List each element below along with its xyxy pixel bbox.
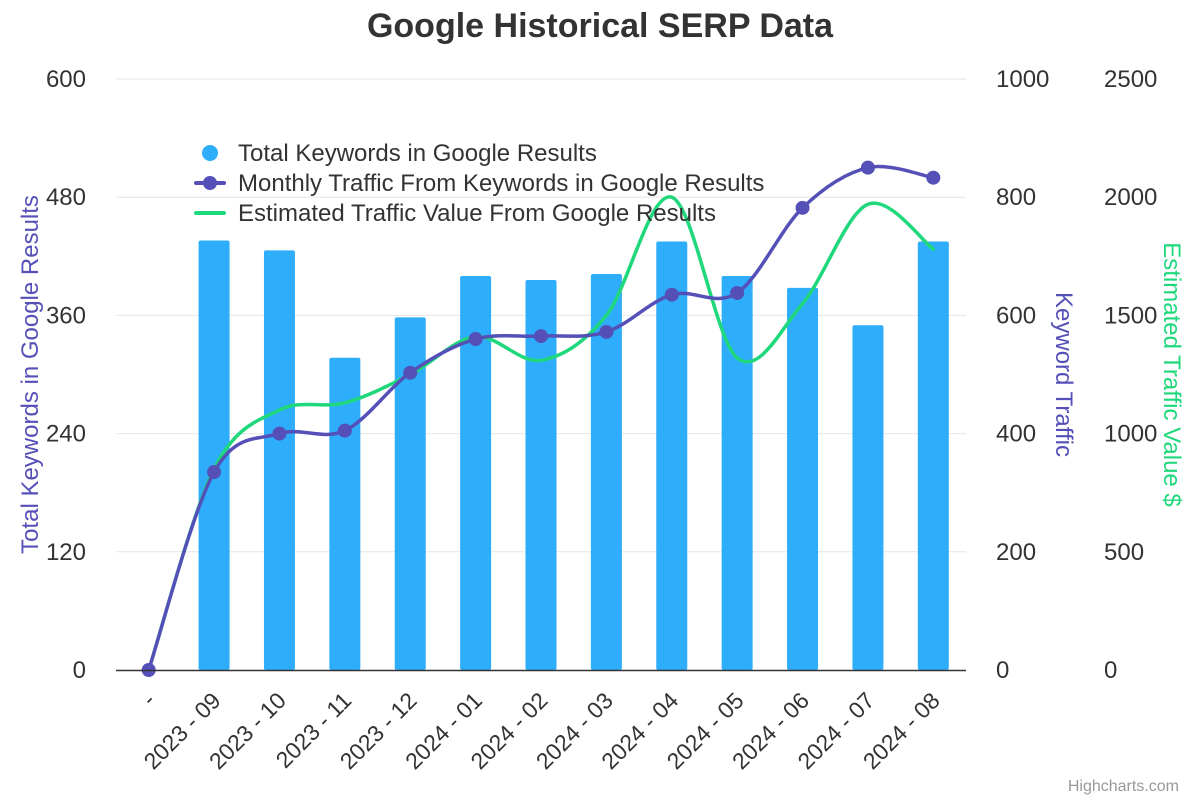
- y-axis-title-right1: Keyword Traffic: [1050, 292, 1077, 457]
- series-line[interactable]: [146, 195, 936, 672]
- y-tick-label-right1: 1000: [996, 66, 1049, 93]
- series-point[interactable]: [534, 329, 548, 344]
- y-tick-label-left: 120: [46, 539, 86, 566]
- bar[interactable]: [917, 241, 949, 670]
- series-point[interactable]: [272, 426, 287, 441]
- bar[interactable]: [263, 250, 295, 670]
- bar[interactable]: [525, 279, 557, 670]
- bar[interactable]: [852, 325, 884, 670]
- series-point[interactable]: [468, 332, 483, 347]
- chart-title: Google Historical SERP Data: [367, 7, 834, 45]
- series-point[interactable]: [795, 200, 810, 215]
- y-tick-label-right1: 400: [996, 421, 1036, 448]
- y-tick-label-right2: 500: [1104, 539, 1144, 566]
- y-tick-label-left: 360: [46, 302, 86, 329]
- legend-item-label[interactable]: Monthly Traffic From Keywords in Google …: [238, 170, 764, 197]
- y-tick-label-right2: 0: [1104, 657, 1117, 684]
- y-tick-label-left: 240: [46, 421, 86, 448]
- y-axis-title-left: Total Keywords in Google Results: [17, 195, 44, 554]
- y-tick-label-left: 600: [46, 66, 86, 93]
- bar[interactable]: [787, 287, 819, 670]
- y-tick-label-right1: 600: [996, 302, 1036, 329]
- x-tick-label: -: [136, 687, 160, 711]
- line-series: [141, 160, 941, 677]
- series-point[interactable]: [207, 465, 222, 480]
- y-tick-label-right1: 200: [996, 539, 1036, 566]
- bar[interactable]: [656, 241, 688, 670]
- legend-symbol-bar[interactable]: [202, 145, 218, 161]
- series-point[interactable]: [664, 287, 679, 302]
- y-tick-label-right2: 2500: [1104, 66, 1157, 93]
- series-point[interactable]: [730, 285, 745, 300]
- y-tick-label-right2: 2000: [1104, 184, 1157, 211]
- series-point[interactable]: [860, 160, 875, 175]
- bar[interactable]: [590, 274, 622, 670]
- bar[interactable]: [329, 357, 361, 670]
- credits-text[interactable]: Highcharts.com: [1068, 778, 1179, 795]
- legend: Total Keywords in Google Results Monthly …: [194, 140, 764, 227]
- bar[interactable]: [394, 317, 426, 670]
- y-tick-label-right2: 1000: [1104, 421, 1157, 448]
- bar[interactable]: [198, 240, 230, 671]
- y-tick-label-right2: 1500: [1104, 302, 1157, 329]
- series-point[interactable]: [926, 170, 941, 185]
- legend-item-label[interactable]: Total Keywords in Google Results: [238, 140, 597, 167]
- y-tick-label-right1: 0: [996, 657, 1009, 684]
- y-tick-label-right1: 800: [996, 184, 1036, 211]
- legend-item-label[interactable]: Estimated Traffic Value From Google Resu…: [238, 200, 716, 227]
- bar-series: [198, 240, 949, 671]
- bar[interactable]: [460, 276, 492, 670]
- y-tick-label-left: 0: [73, 657, 86, 684]
- series-point[interactable]: [403, 365, 418, 380]
- y-tick-label-left: 480: [46, 184, 86, 211]
- bar[interactable]: [721, 276, 753, 670]
- series-point[interactable]: [599, 324, 614, 339]
- y-axis-title-right2: Estimated Traffic Value $: [1158, 242, 1185, 507]
- legend-symbol-marker: [203, 176, 217, 190]
- series-point[interactable]: [337, 423, 352, 438]
